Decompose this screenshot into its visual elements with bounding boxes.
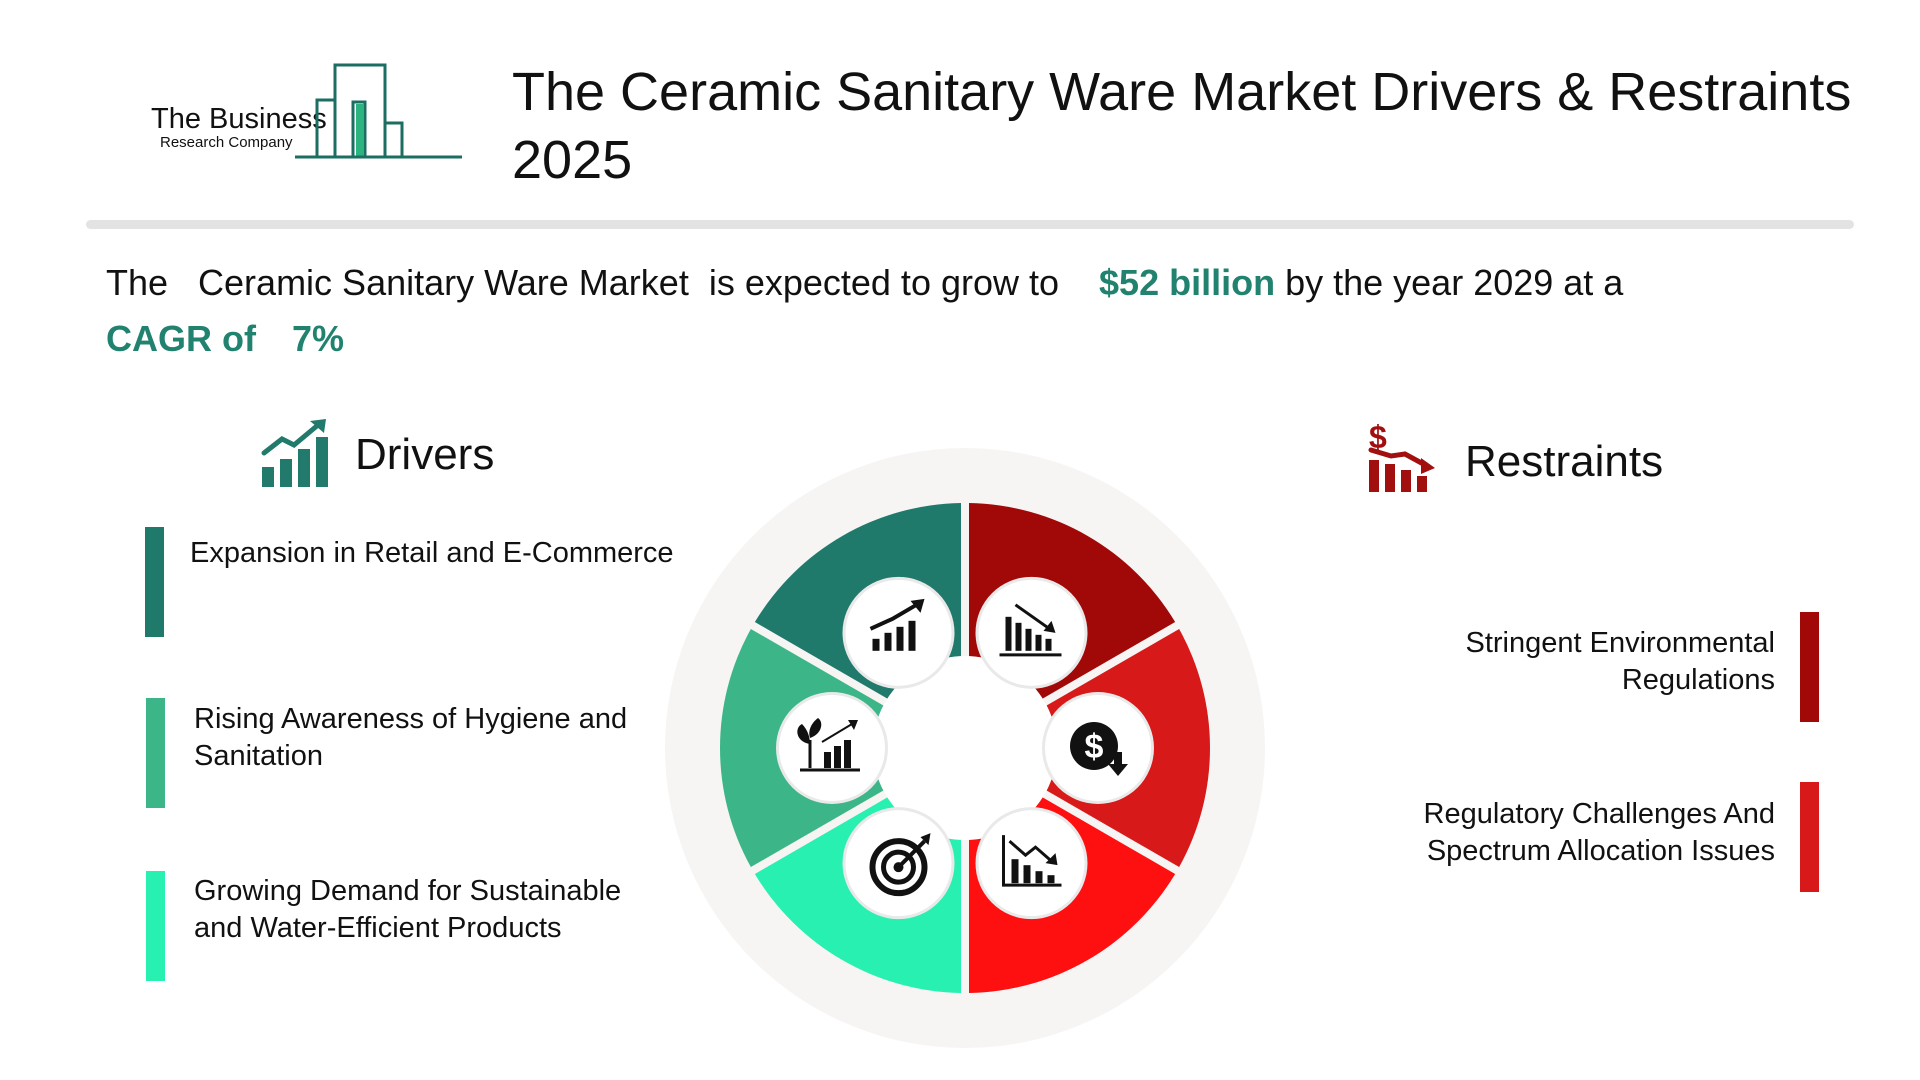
page-title: The Ceramic Sanitary Ware Market Drivers… [512,62,1852,190]
falling-bar-chart-icon [975,576,1088,689]
growth-chart-icon [261,419,328,487]
restraint-bar-2 [1800,782,1819,892]
logo-line2: Research Company [160,134,293,151]
drivers-restraints-wheel: $ [665,448,1265,1048]
driver-bar-1 [145,527,164,637]
driver-item-2: Rising Awareness of Hygiene and Sanitati… [194,703,628,772]
cagr-label: CAGR of [106,318,256,359]
summary-text-start: The Ceramic Sanitary Ware Market is expe… [106,262,1060,303]
summary-text-mid: by the year 2029 at a [1285,262,1624,303]
restraint-item-1: Stringent Environmental Regulations [1465,627,1776,696]
rising-bar-chart-icon [842,576,955,689]
wheel-hub [873,656,1057,840]
title-divider [86,220,1854,229]
restraint-item-2: Regulatory Challenges And Spectrum Alloc… [1423,798,1775,867]
dollar-down-icon: $ [1042,692,1154,804]
logo-line1: The Business [151,103,327,135]
target-icon [842,807,955,920]
restraints-heading: Restraints [1465,437,1664,486]
svg-text:$: $ [1085,728,1104,766]
market-summary: The Ceramic Sanitary Ware Market is expe… [106,255,1706,367]
market-value: $52 billion [1099,262,1276,303]
declining-line-chart-icon [975,807,1088,920]
driver-item-1: Expansion in Retail and E-Commerce [190,537,674,569]
driver-bar-3 [146,871,165,981]
svg-text:$: $ [1369,420,1387,455]
driver-bar-2 [146,698,165,808]
declining-dollar-chart-icon: $ [1368,420,1435,492]
plant-growth-chart-icon [776,692,888,804]
drivers-heading: Drivers [355,430,495,479]
company-logo: The Business Research Company [151,63,462,159]
restraint-bar-1 [1800,612,1819,722]
cagr-value: 7% [292,318,345,359]
driver-item-3: Growing Demand for Sustainable and Water… [194,875,622,944]
